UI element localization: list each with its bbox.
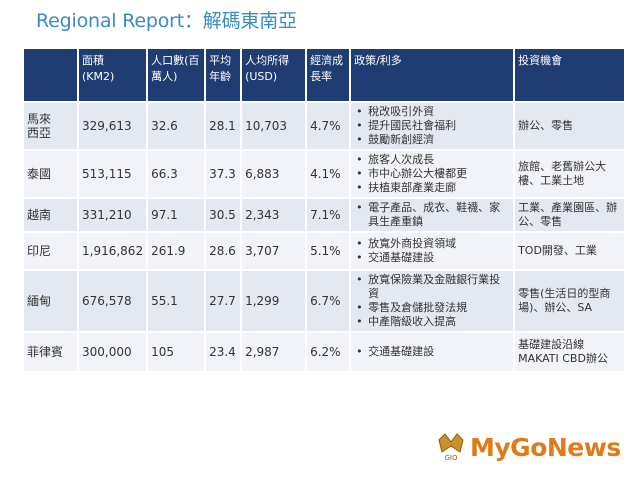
policy-item: 交通基礎建設: [354, 251, 510, 265]
policy-list: 交通基礎建設: [354, 345, 510, 359]
country-cell: 馬來 西亞: [24, 103, 77, 149]
header-corner: [24, 49, 77, 101]
age-cell: 27.7: [206, 271, 241, 331]
gio-logo-icon: GIO: [436, 432, 466, 462]
policy-cell: 稅改吸引外資提升國民社會福利鼓勵新創經濟: [351, 103, 514, 149]
policy-item: 稅改吸引外資: [354, 105, 510, 119]
table-body: 馬來 西亞329,61332.628.110,7034.7%稅改吸引外資提升國民…: [24, 103, 625, 371]
income-cell: 10,703: [242, 103, 306, 149]
income-cell: 3,707: [242, 233, 306, 269]
column-header: 面積 (KM2): [79, 49, 147, 101]
policy-item: 電子產品、成衣、鞋襪、家具生產重鎮: [354, 201, 510, 229]
mygonews-logo: GIO MyGoNews: [436, 432, 621, 462]
opportunity-cell: 基礎建設沿線MAKATI CBD辦公: [515, 333, 625, 371]
area-cell: 329,613: [79, 103, 147, 149]
policy-item: 扶植東部產業走廊: [354, 181, 510, 195]
policy-item: 提升國民社會福利: [354, 119, 510, 133]
page-title: Regional Report：解碼東南亞: [36, 10, 297, 32]
population-cell: 32.6: [148, 103, 205, 149]
area-cell: 513,115: [79, 151, 147, 197]
age-cell: 28.1: [206, 103, 241, 149]
table-row: 馬來 西亞329,61332.628.110,7034.7%稅改吸引外資提升國民…: [24, 103, 625, 149]
table-row: 泰國513,11566.337.36,8834.1%旅客人次成長市中心辦公大樓都…: [24, 151, 625, 197]
opportunity-cell: TOD開發、工業: [515, 233, 625, 269]
column-header: 政策/利多: [351, 49, 514, 101]
column-header: 人均所得 (USD): [242, 49, 306, 101]
policy-cell: 放寬外商投資領域交通基礎建設: [351, 233, 514, 269]
policy-list: 放寬保險業及金融銀行業投資零售及倉儲批發法規中產階級收入提高: [354, 273, 510, 329]
report-table: 面積 (KM2) 人口數(百 萬人) 平均 年齡 人均所得 (USD) 經濟成 長率 政策…: [22, 47, 626, 373]
country-cell: 泰國: [24, 151, 77, 197]
policy-item: 放寬外商投資領域: [354, 237, 510, 251]
area-cell: 1,916,862: [79, 233, 147, 269]
income-cell: 2,343: [242, 199, 306, 231]
growth-cell: 6.2%: [307, 333, 350, 371]
table-row: 越南331,21097.130.52,3437.1%電子產品、成衣、鞋襪、家具生…: [24, 199, 625, 231]
growth-cell: 4.7%: [307, 103, 350, 149]
table-row: 緬甸676,57855.127.71,2996.7%放寬保險業及金融銀行業投資零…: [24, 271, 625, 331]
policy-item: 放寬保險業及金融銀行業投資: [354, 273, 510, 301]
population-cell: 55.1: [148, 271, 205, 331]
growth-cell: 6.7%: [307, 271, 350, 331]
opportunity-cell: 辦公、零售: [515, 103, 625, 149]
policy-list: 旅客人次成長市中心辦公大樓都更扶植東部產業走廊: [354, 153, 510, 195]
population-cell: 261.9: [148, 233, 205, 269]
opportunity-cell: 零售(生活日的型商場)、辦公、SA: [515, 271, 625, 331]
growth-cell: 5.1%: [307, 233, 350, 269]
age-cell: 37.3: [206, 151, 241, 197]
policy-item: 市中心辦公大樓都更: [354, 167, 510, 181]
policy-cell: 電子產品、成衣、鞋襪、家具生產重鎮: [351, 199, 514, 231]
policy-item: 中產階級收入提高: [354, 315, 510, 329]
age-cell: 30.5: [206, 199, 241, 231]
policy-item: 零售及倉儲批發法規: [354, 301, 510, 315]
table-row: 印尼1,916,862261.928.63,7075.1%放寬外商投資領域交通基…: [24, 233, 625, 269]
country-cell: 菲律賓: [24, 333, 77, 371]
column-header: 人口數(百 萬人): [148, 49, 205, 101]
income-cell: 1,299: [242, 271, 306, 331]
opportunity-cell: 工業、產業園區、辦公、零售: [515, 199, 625, 231]
income-cell: 2,987: [242, 333, 306, 371]
column-header: 經濟成 長率: [307, 49, 350, 101]
policy-cell: 交通基礎建設: [351, 333, 514, 371]
policy-list: 放寬外商投資領域交通基礎建設: [354, 237, 510, 265]
country-cell: 印尼: [24, 233, 77, 269]
column-header: 投資機會: [515, 49, 625, 101]
policy-cell: 放寬保險業及金融銀行業投資零售及倉儲批發法規中產階級收入提高: [351, 271, 514, 331]
age-cell: 23.4: [206, 333, 241, 371]
population-cell: 66.3: [148, 151, 205, 197]
growth-cell: 4.1%: [307, 151, 350, 197]
policy-item: 交通基礎建設: [354, 345, 510, 359]
logo-text: MyGoNews: [470, 432, 621, 462]
report-table-container: 面積 (KM2) 人口數(百 萬人) 平均 年齡 人均所得 (USD) 經濟成 長率 政策…: [22, 47, 626, 373]
policy-item: 鼓勵新創經濟: [354, 133, 510, 147]
country-cell: 越南: [24, 199, 77, 231]
policy-list: 稅改吸引外資提升國民社會福利鼓勵新創經濟: [354, 105, 510, 147]
opportunity-cell: 旅館、老舊辦公大樓、工業土地: [515, 151, 625, 197]
policy-item: 旅客人次成長: [354, 153, 510, 167]
area-cell: 331,210: [79, 199, 147, 231]
table-header-row: 面積 (KM2) 人口數(百 萬人) 平均 年齡 人均所得 (USD) 經濟成 長率 政策…: [24, 49, 625, 101]
column-header: 平均 年齡: [206, 49, 241, 101]
age-cell: 28.6: [206, 233, 241, 269]
policy-cell: 旅客人次成長市中心辦公大樓都更扶植東部產業走廊: [351, 151, 514, 197]
country-cell: 緬甸: [24, 271, 77, 331]
area-cell: 676,578: [79, 271, 147, 331]
income-cell: 6,883: [242, 151, 306, 197]
svg-text:GIO: GIO: [445, 454, 458, 462]
area-cell: 300,000: [79, 333, 147, 371]
growth-cell: 7.1%: [307, 199, 350, 231]
population-cell: 97.1: [148, 199, 205, 231]
policy-list: 電子產品、成衣、鞋襪、家具生產重鎮: [354, 201, 510, 229]
population-cell: 105: [148, 333, 205, 371]
